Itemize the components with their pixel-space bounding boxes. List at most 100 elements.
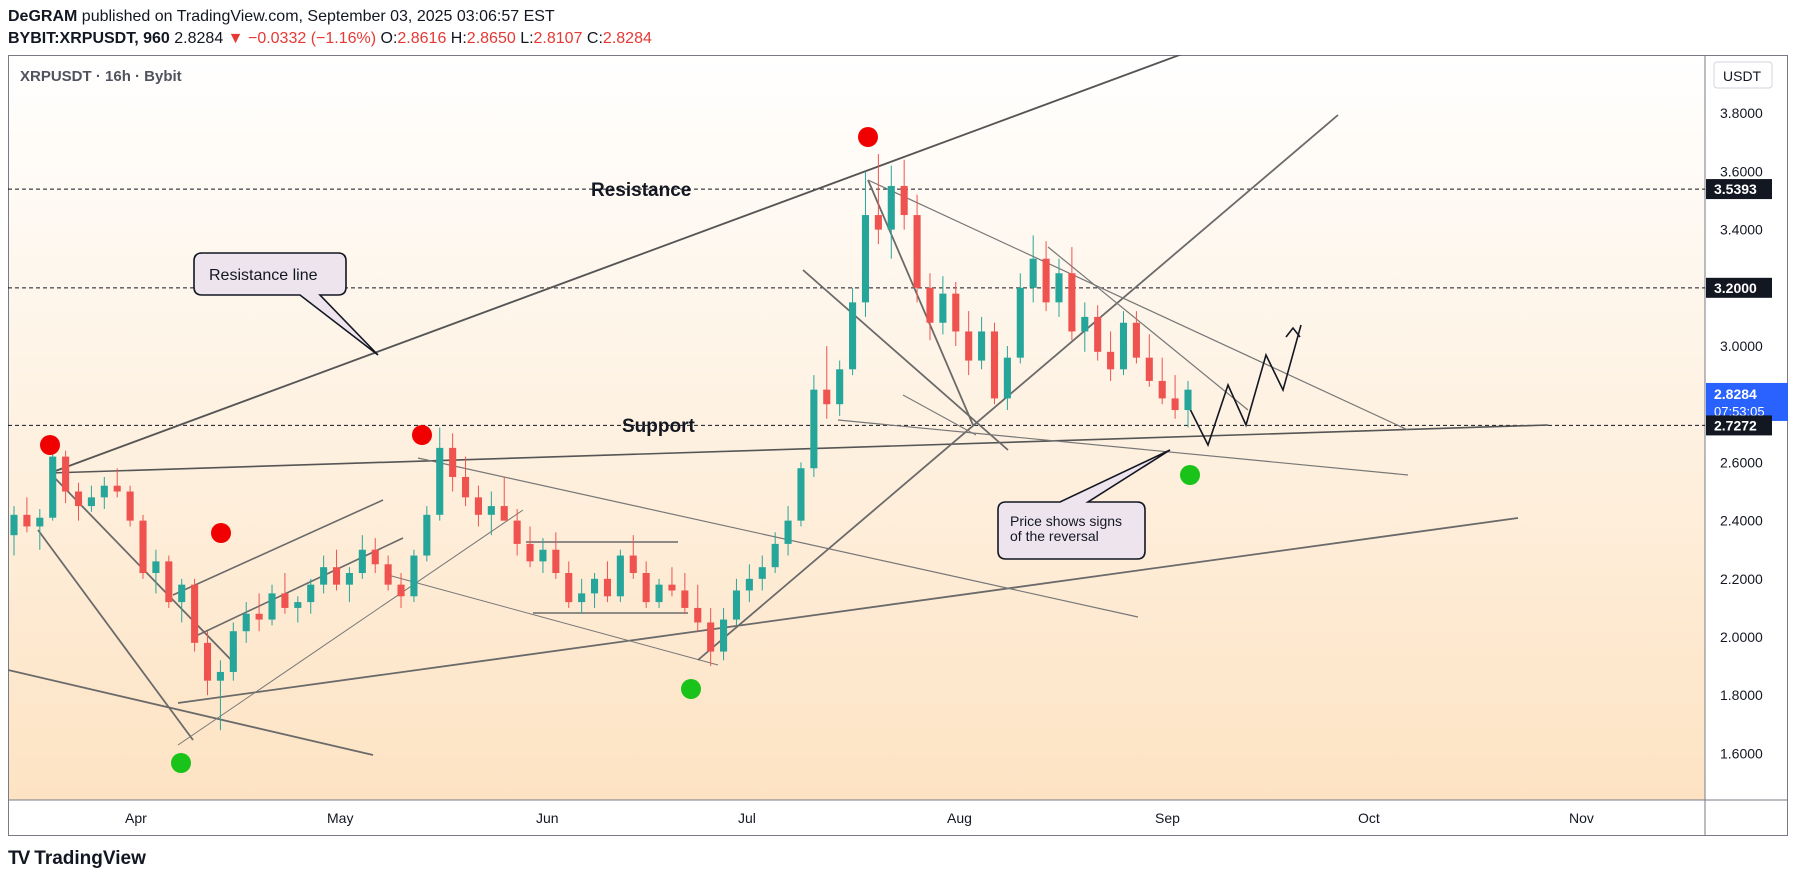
candle-body bbox=[1107, 351, 1115, 370]
x-tick-label: May bbox=[327, 810, 353, 826]
author-name[interactable]: DeGRAM bbox=[8, 8, 78, 25]
plot-border bbox=[8, 55, 1788, 836]
candle-body bbox=[913, 215, 921, 288]
candle-body bbox=[694, 607, 702, 623]
candle-body bbox=[23, 514, 31, 527]
candle-body bbox=[1184, 389, 1192, 411]
candle-body bbox=[178, 584, 186, 603]
candle-body bbox=[797, 468, 805, 521]
candle-body bbox=[152, 561, 160, 574]
trendline bbox=[417, 457, 1139, 618]
price-change: −0.0332 (−1.16%) bbox=[247, 30, 377, 47]
candle-body bbox=[539, 549, 547, 562]
candle-body bbox=[255, 613, 263, 620]
candle-body bbox=[513, 520, 521, 544]
candle-body bbox=[423, 514, 431, 556]
y-tick-label: 1.8000 bbox=[1720, 687, 1763, 703]
currency-button[interactable]: USDT bbox=[1713, 61, 1773, 89]
ohlc-line: BYBIT:XRPUSDT, 960 2.8284 ▼ −0.0332 (−1.… bbox=[8, 28, 652, 50]
price-chart[interactable]: XRPUSDT · 16h · Bybit Resistance Support… bbox=[8, 55, 1788, 836]
candle-body bbox=[965, 331, 973, 361]
y-tick-label: 2.4000 bbox=[1720, 513, 1763, 529]
x-tick-label: Oct bbox=[1358, 810, 1380, 826]
candle-body bbox=[603, 578, 611, 597]
candle-body bbox=[449, 447, 457, 477]
candle-body bbox=[87, 497, 95, 507]
tradingview-brand: TradingView bbox=[34, 848, 146, 869]
candle-body bbox=[320, 567, 328, 585]
candle-body bbox=[861, 215, 870, 303]
projection-path bbox=[1187, 324, 1302, 448]
candle-body bbox=[836, 369, 844, 405]
trendline bbox=[802, 269, 1009, 451]
candle-body bbox=[281, 593, 289, 608]
y-tick-label: 3.4000 bbox=[1720, 222, 1763, 238]
tradingview-logo[interactable]: TV TradingView bbox=[8, 848, 146, 870]
open-value: 2.8616 bbox=[397, 30, 447, 47]
trendline bbox=[49, 424, 1549, 474]
candle-body bbox=[681, 590, 689, 608]
x-tick-label: Jun bbox=[536, 810, 559, 826]
candle-body bbox=[616, 555, 624, 597]
red-marker bbox=[412, 425, 432, 445]
candle-body bbox=[10, 514, 18, 536]
level-price-tag bbox=[1706, 415, 1772, 436]
price-axis[interactable]: 1.60001.80002.00002.20002.40002.60002.80… bbox=[1720, 105, 1763, 761]
candle-body bbox=[758, 567, 766, 579]
close-label: C: bbox=[586, 30, 603, 47]
green-marker bbox=[171, 753, 191, 773]
symbol-label[interactable]: BYBIT:XRPUSDT, 960 bbox=[8, 30, 170, 47]
chart-title: XRPUSDT · 16h · Bybit bbox=[20, 68, 182, 85]
candle-body bbox=[242, 613, 250, 632]
candle-body bbox=[720, 619, 728, 652]
y-tick-label: 2.2000 bbox=[1720, 571, 1763, 587]
candle-body bbox=[784, 520, 792, 544]
candle-body bbox=[1081, 316, 1089, 332]
candle-body bbox=[474, 497, 482, 515]
y-tick-label: 2.6000 bbox=[1720, 454, 1763, 470]
candle-body bbox=[874, 215, 882, 230]
candle-body bbox=[307, 584, 315, 603]
level-price-value: 2.7272 bbox=[1714, 417, 1757, 433]
tradingview-logo-icon: TV bbox=[8, 848, 30, 869]
candle-body bbox=[191, 584, 199, 643]
trendline bbox=[837, 419, 1409, 476]
candle-body bbox=[345, 573, 353, 585]
reversal-callout-text-1: Price shows signs bbox=[1010, 513, 1122, 529]
candle-body bbox=[887, 185, 895, 230]
projection-arrow-icon bbox=[1285, 326, 1301, 338]
candle-body bbox=[642, 573, 650, 603]
level-price-tag bbox=[1706, 179, 1772, 200]
candle-body bbox=[1094, 316, 1102, 352]
trendline bbox=[902, 394, 977, 436]
red-marker bbox=[858, 127, 878, 147]
level-price-value: 3.2000 bbox=[1714, 280, 1757, 296]
low-value: 2.8107 bbox=[533, 30, 583, 47]
candle-body bbox=[591, 578, 599, 594]
x-tick-label: Sep bbox=[1155, 810, 1180, 826]
candle-body bbox=[952, 293, 960, 332]
low-label: L: bbox=[520, 30, 534, 47]
candle-body bbox=[268, 593, 276, 620]
candle-body bbox=[371, 549, 379, 565]
trendline bbox=[172, 499, 384, 596]
candle-body bbox=[410, 555, 418, 597]
candles bbox=[10, 153, 1192, 731]
reversal-callout-text-2: of the reversal bbox=[1010, 528, 1099, 544]
high-label: H: bbox=[450, 30, 467, 47]
trendline bbox=[37, 529, 194, 741]
candle-body bbox=[113, 485, 121, 492]
candle-body bbox=[36, 517, 44, 527]
candle-body bbox=[384, 564, 392, 585]
trendline bbox=[867, 179, 1409, 431]
candle-body bbox=[436, 447, 444, 515]
candle-body bbox=[978, 331, 986, 361]
candle-body bbox=[823, 389, 831, 405]
time-axis[interactable]: Apr May Jun Jul Aug Sep Oct Nov bbox=[125, 810, 1594, 826]
reversal-callout[interactable]: Price shows signs of the reversal bbox=[997, 449, 1171, 560]
x-tick-label: Nov bbox=[1569, 810, 1594, 826]
red-marker bbox=[211, 523, 231, 543]
candle-body bbox=[203, 642, 212, 681]
y-tick-label: 3.8000 bbox=[1720, 105, 1763, 121]
resistance-callout[interactable]: Resistance line bbox=[193, 252, 379, 356]
